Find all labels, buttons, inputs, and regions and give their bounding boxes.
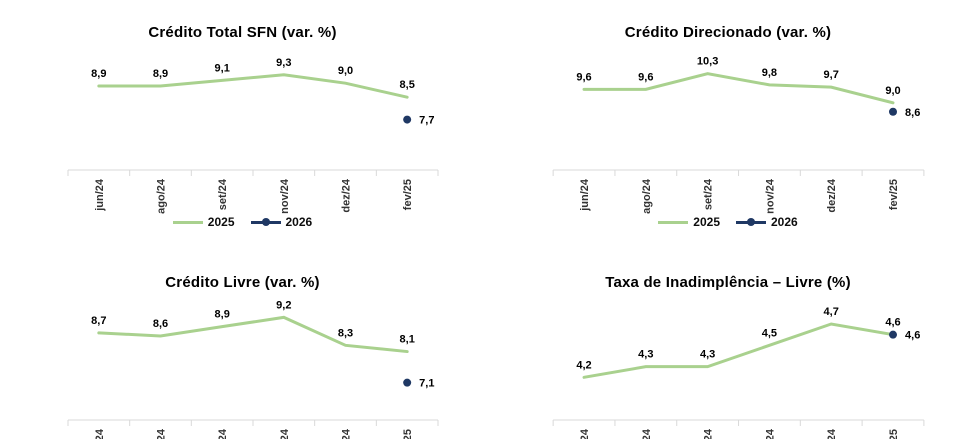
x-axis-category-label: fev/25 — [888, 179, 900, 210]
series-2026-point — [888, 107, 898, 116]
series-2025-line — [582, 72, 895, 105]
data-label-2025: 4,3 — [700, 349, 715, 361]
x-axis-category-label: ago/24 — [156, 178, 168, 214]
legend-2025-line-icon — [172, 220, 203, 224]
legend-2026-label: 2026 — [771, 215, 798, 229]
x-axis-category-label: set/24 — [217, 178, 229, 210]
x-axis-category-label: jun/24 — [94, 428, 106, 439]
data-label-2025: 4,6 — [885, 317, 900, 329]
chart-plot-taxa-inadimplencia-livre: jun/24 ago/24 set/24 nov/24 dez/24 fev/25 4,2 4… — [552, 306, 925, 439]
data-label-2025: 8,9 — [91, 68, 106, 80]
data-label-2025: 9,2 — [276, 299, 291, 311]
data-label-2025: 4,7 — [824, 306, 839, 318]
chart-taxa-inadimplencia-livre: Taxa de Inadimplência – Livre (%) jun/24… — [485, 250, 971, 439]
x-axis-category-label: dez/24 — [341, 178, 353, 213]
chart-plot-credito-direcionado: jun/24 ago/24 set/24 nov/24 dez/24 fev/25 9,6 9… — [552, 56, 925, 214]
data-label-2025: 9,3 — [276, 57, 291, 69]
data-label-2025: 9,0 — [338, 65, 353, 77]
legend-item-2026: 2026 — [736, 215, 798, 229]
chart-legend: 2025 2026 — [0, 215, 485, 229]
legend-2026-dot-icon — [261, 218, 270, 226]
chart-title-credito-livre: Crédito Livre (var. %) — [165, 274, 320, 291]
x-axis-category-label: ago/24 — [641, 178, 653, 214]
x-axis-category-label: set/24 — [703, 428, 715, 439]
x-axis-category-label: set/24 — [217, 428, 229, 439]
data-label-2026: 7,7 — [419, 115, 434, 127]
data-label-2025: 8,9 — [153, 68, 168, 80]
chart-credito-total-sfn: Crédito Total SFN (var. %) jun/24 ago/24 s… — [0, 0, 485, 250]
data-label-2025: 10,3 — [697, 56, 718, 68]
data-label-2025: 9,7 — [824, 69, 839, 81]
data-label-2025: 8,7 — [91, 315, 106, 327]
legend-item-2025: 2025 — [172, 215, 235, 229]
x-axis-category-label: nov/24 — [279, 428, 291, 439]
data-label-2025: 8,9 — [215, 309, 230, 321]
x-axis-category-label: fev/25 — [402, 179, 414, 210]
data-label-2026: 4,6 — [905, 330, 920, 342]
x-axis-category-label: dez/24 — [826, 428, 838, 439]
chart-credito-livre: Crédito Livre (var. %) jun/24 ago/24 set/2… — [0, 250, 485, 439]
series-2026-point — [403, 378, 412, 387]
chart-title-credito-total-sfn: Crédito Total SFN (var. %) — [148, 24, 337, 41]
data-label-2025: 9,1 — [215, 62, 230, 74]
series-2025-line — [582, 322, 895, 379]
series-2025-line — [97, 73, 409, 99]
x-axis-category-label: jun/24 — [579, 178, 591, 212]
data-label-2026: 8,6 — [905, 107, 920, 119]
data-label-2025: 4,2 — [576, 359, 591, 371]
chart-title-credito-direcionado: Crédito Direcionado (var. %) — [624, 24, 832, 41]
data-label-2025: 9,6 — [638, 71, 653, 83]
data-label-2025: 8,3 — [338, 327, 353, 339]
legend-item-2025: 2025 — [658, 215, 720, 229]
x-axis-category-label: nov/24 — [764, 178, 776, 214]
data-label-2025: 9,6 — [576, 71, 591, 83]
data-label-2025: 8,6 — [153, 318, 168, 330]
legend-2026-line-dot-icon — [736, 218, 766, 226]
x-axis-category-label: set/24 — [703, 178, 715, 210]
data-label-2025: 4,3 — [638, 349, 653, 361]
x-axis-category-label: jun/24 — [579, 428, 591, 439]
x-axis-category-label: dez/24 — [826, 178, 838, 212]
legend-2025-line-icon — [658, 220, 689, 224]
legend-2025-label: 2025 — [207, 215, 235, 229]
chart-title-taxa-inadimplencia-livre: Taxa de Inadimplência – Livre (%) — [605, 274, 851, 291]
chart-plot-credito-total-sfn: jun/24 ago/24 set/24 nov/24 dez/24 fev/25 8,9 8… — [67, 57, 439, 214]
legend-2025-label: 2025 — [693, 215, 720, 229]
chart-credito-direcionado: Crédito Direcionado (var. %) jun/24 ago/2… — [485, 0, 971, 250]
legend-2026-line-dot-icon — [250, 218, 281, 226]
data-label-2025: 4,5 — [762, 327, 777, 339]
chart-plot-credito-livre: jun/24 ago/24 set/24 nov/24 dez/24 fev/25 8,7 8… — [67, 299, 439, 439]
x-axis-category-label: jun/24 — [94, 178, 106, 212]
legend-2026-dot-icon — [747, 218, 755, 226]
x-axis-category-label: dez/24 — [341, 428, 353, 439]
data-label-2025: 8,5 — [400, 79, 415, 91]
legend-item-2026: 2026 — [250, 215, 313, 229]
series-2026-point — [888, 330, 898, 339]
series-2025-line — [97, 315, 409, 354]
data-label-2025: 8,1 — [400, 334, 415, 346]
x-axis-category-label: nov/24 — [764, 428, 776, 439]
legend-2026-label: 2026 — [285, 215, 313, 229]
data-label-2025: 9,0 — [885, 85, 900, 97]
data-label-2026: 7,1 — [419, 378, 434, 390]
x-axis-category-label: fev/25 — [402, 429, 414, 439]
x-axis-category-label: ago/24 — [641, 428, 653, 439]
data-label-2025: 9,8 — [762, 67, 777, 79]
series-2026-point — [403, 115, 412, 124]
x-axis-category-label: ago/24 — [156, 428, 168, 439]
x-axis-category-label: fev/25 — [888, 429, 900, 439]
chart-legend: 2025 2026 — [485, 215, 971, 229]
x-axis-category-label: nov/24 — [279, 178, 291, 214]
